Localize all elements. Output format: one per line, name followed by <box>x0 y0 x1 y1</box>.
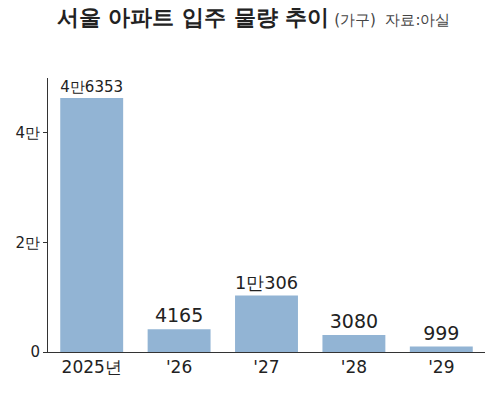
svg-text:2025년: 2025년 <box>62 357 122 377</box>
svg-text:'26: '26 <box>166 357 192 377</box>
svg-text:'29: '29 <box>428 357 454 377</box>
svg-text:0: 0 <box>30 343 40 361</box>
svg-text:4만6353: 4만6353 <box>60 78 123 96</box>
svg-text:1만306: 1만306 <box>235 273 298 293</box>
svg-text:999: 999 <box>423 322 459 344</box>
svg-text:4165: 4165 <box>155 304 203 326</box>
svg-text:'28: '28 <box>341 357 367 377</box>
svg-text:4만: 4만 <box>15 124 40 142</box>
svg-text:서울 아파트 입주 물량 추이 (가구) 자료:아실: 서울 아파트 입주 물량 추이 (가구) 자료:아실 <box>57 5 451 30</box>
svg-text:3080: 3080 <box>330 310 378 332</box>
svg-text:2만: 2만 <box>15 234 40 252</box>
svg-text:'27: '27 <box>253 357 279 377</box>
